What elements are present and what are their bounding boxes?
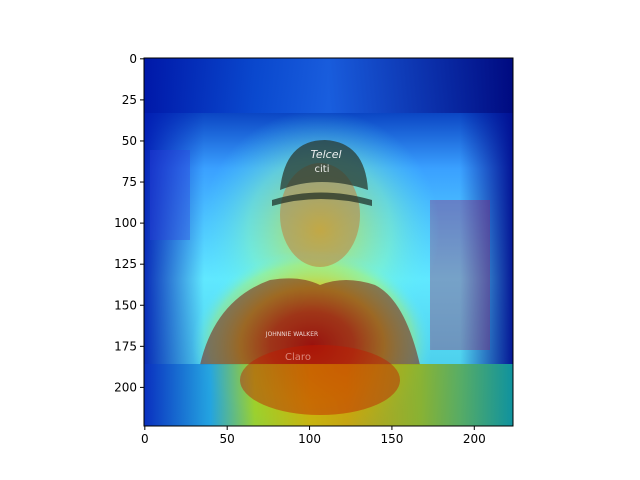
person-photo: Telcel citi JOHNNIE WALKER Claro	[200, 140, 420, 365]
y-tick-label: 175	[114, 339, 137, 353]
top-padding-band	[144, 58, 513, 113]
y-tick-label: 150	[114, 298, 137, 312]
x-tick-label: 100	[298, 432, 321, 446]
axes-frame	[143, 57, 514, 427]
y-tick-label: 25	[122, 93, 137, 107]
x-tick-label: 200	[463, 432, 486, 446]
y-tick-label: 200	[114, 380, 137, 394]
x-tick-label: 150	[380, 432, 403, 446]
y-axis: 0 25 50 75 100 125 150 175 200	[114, 52, 144, 394]
y-tick-label: 0	[129, 52, 137, 66]
x-tick-label: 50	[220, 432, 235, 446]
x-axis: 0 50 100 150 200	[141, 426, 486, 446]
cap-logo-1: Telcel	[310, 148, 341, 161]
y-tick-label: 50	[122, 134, 137, 148]
x-tick-label: 0	[141, 432, 149, 446]
y-tick-label: 125	[114, 257, 137, 271]
y-tick-label: 75	[122, 175, 137, 189]
shirt-logo-1: JOHNNIE WALKER	[265, 331, 318, 338]
heatmap-overlay: Telcel citi JOHNNIE WALKER Claro	[144, 58, 513, 426]
y-tick-label: 100	[114, 216, 137, 230]
bottom-padding-band	[144, 364, 513, 426]
shirt-logo-2: Claro	[285, 352, 311, 363]
cap-logo-2: citi	[315, 164, 330, 175]
